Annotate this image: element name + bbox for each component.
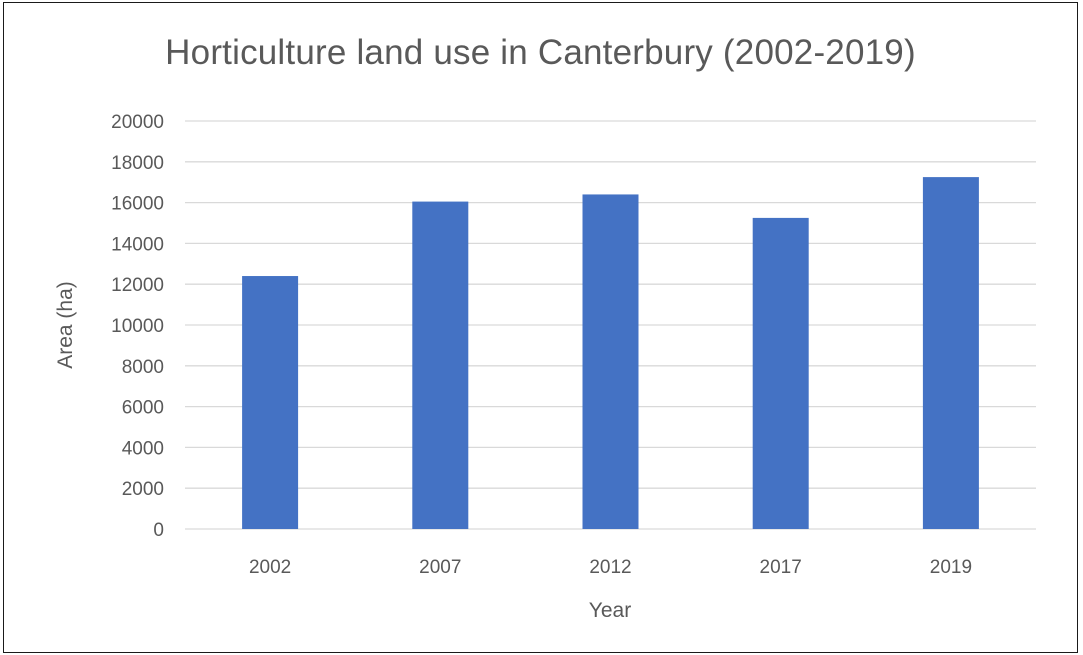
y-tick-label: 2000 <box>122 479 164 500</box>
bar-2007 <box>412 201 469 529</box>
y-tick-label: 12000 <box>111 275 164 296</box>
x-tick-label: 2019 <box>930 557 972 578</box>
chart-frame: Horticulture land use in Canterbury (200… <box>3 2 1078 653</box>
y-tick-label: 10000 <box>111 316 164 337</box>
bar-2019 <box>922 177 979 529</box>
x-tick-label: 2012 <box>589 557 631 578</box>
y-tick-label: 16000 <box>111 194 164 215</box>
y-tick-label: 14000 <box>111 234 164 255</box>
y-axis-label: Area (ha) <box>54 281 77 369</box>
y-tick-label: 18000 <box>111 153 164 174</box>
x-tick-label: 2017 <box>760 557 802 578</box>
y-tick-label: 4000 <box>122 438 164 459</box>
bar-2002 <box>242 276 299 529</box>
y-tick-label: 8000 <box>122 357 164 378</box>
x-tick-label: 2007 <box>419 557 461 578</box>
x-tick-label: 2002 <box>249 557 291 578</box>
y-tick-label: 6000 <box>122 398 164 419</box>
y-tick-label: 20000 <box>111 112 164 133</box>
y-axis-ticks: 0 2000 4000 6000 8000 10000 12000 14000 16000 180… <box>111 112 164 541</box>
x-axis-ticks: 2002 2007 2012 2017 2019 <box>249 557 972 578</box>
x-axis-label: Year <box>589 599 631 622</box>
chart-title: Horticulture land use in Canterbury (200… <box>165 33 916 72</box>
bar-2012 <box>582 194 639 529</box>
y-tick-label: 0 <box>153 520 164 541</box>
bars <box>242 177 979 529</box>
bar-2017 <box>752 217 809 529</box>
